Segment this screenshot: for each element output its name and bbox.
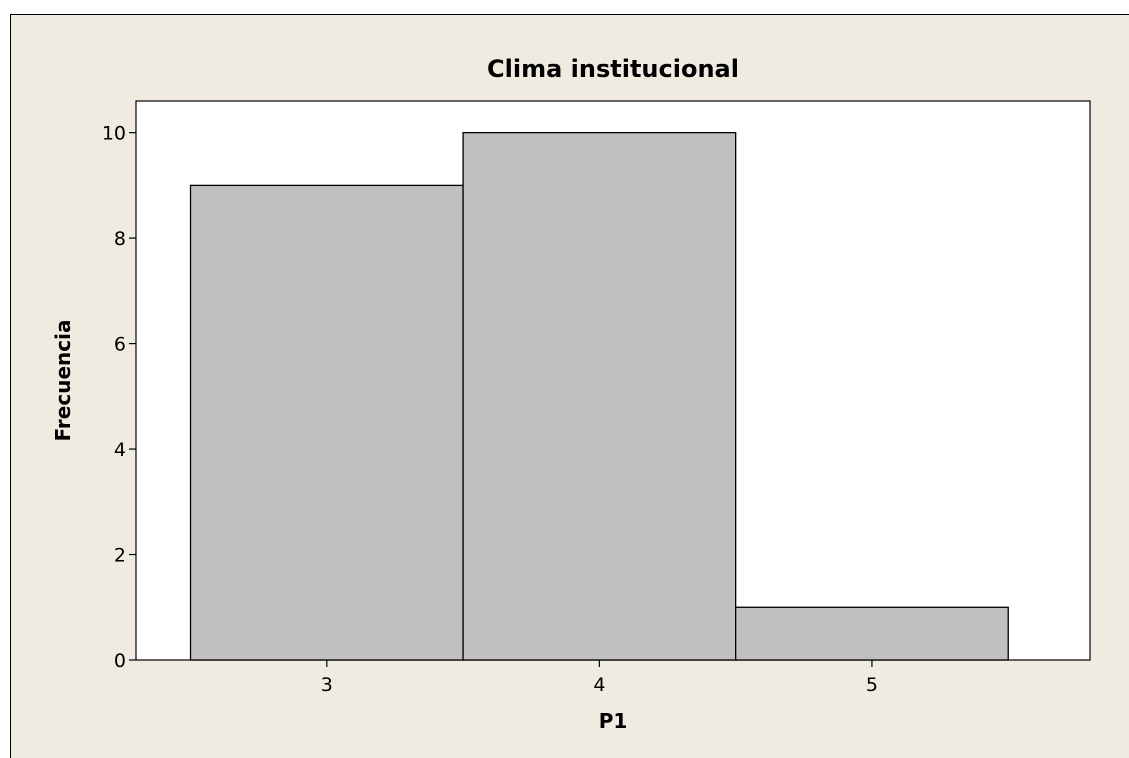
- y-tick-label: 8: [114, 228, 126, 250]
- y-tick-label: 10: [102, 123, 126, 145]
- x-axis-label: P1: [599, 709, 628, 733]
- y-axis: 0 2 4 6 8 10: [102, 123, 136, 672]
- chart-title: Clima institucional: [487, 55, 739, 83]
- bar-4: [462, 131, 737, 661]
- x-tick-label: 5: [866, 674, 878, 696]
- x-tick-label: 4: [593, 674, 605, 696]
- bars-group: [189, 131, 1009, 661]
- y-tick-label: 0: [114, 650, 126, 672]
- y-tick-label: 6: [114, 334, 126, 356]
- x-axis: 3 4 5: [321, 660, 878, 696]
- y-tick-label: 4: [114, 439, 126, 461]
- x-tick-label: 3: [321, 674, 333, 696]
- bar-3: [189, 184, 464, 661]
- y-tick-label: 2: [114, 545, 126, 567]
- y-axis-label: Frecuencia: [51, 320, 75, 442]
- bar-5: [735, 606, 1009, 661]
